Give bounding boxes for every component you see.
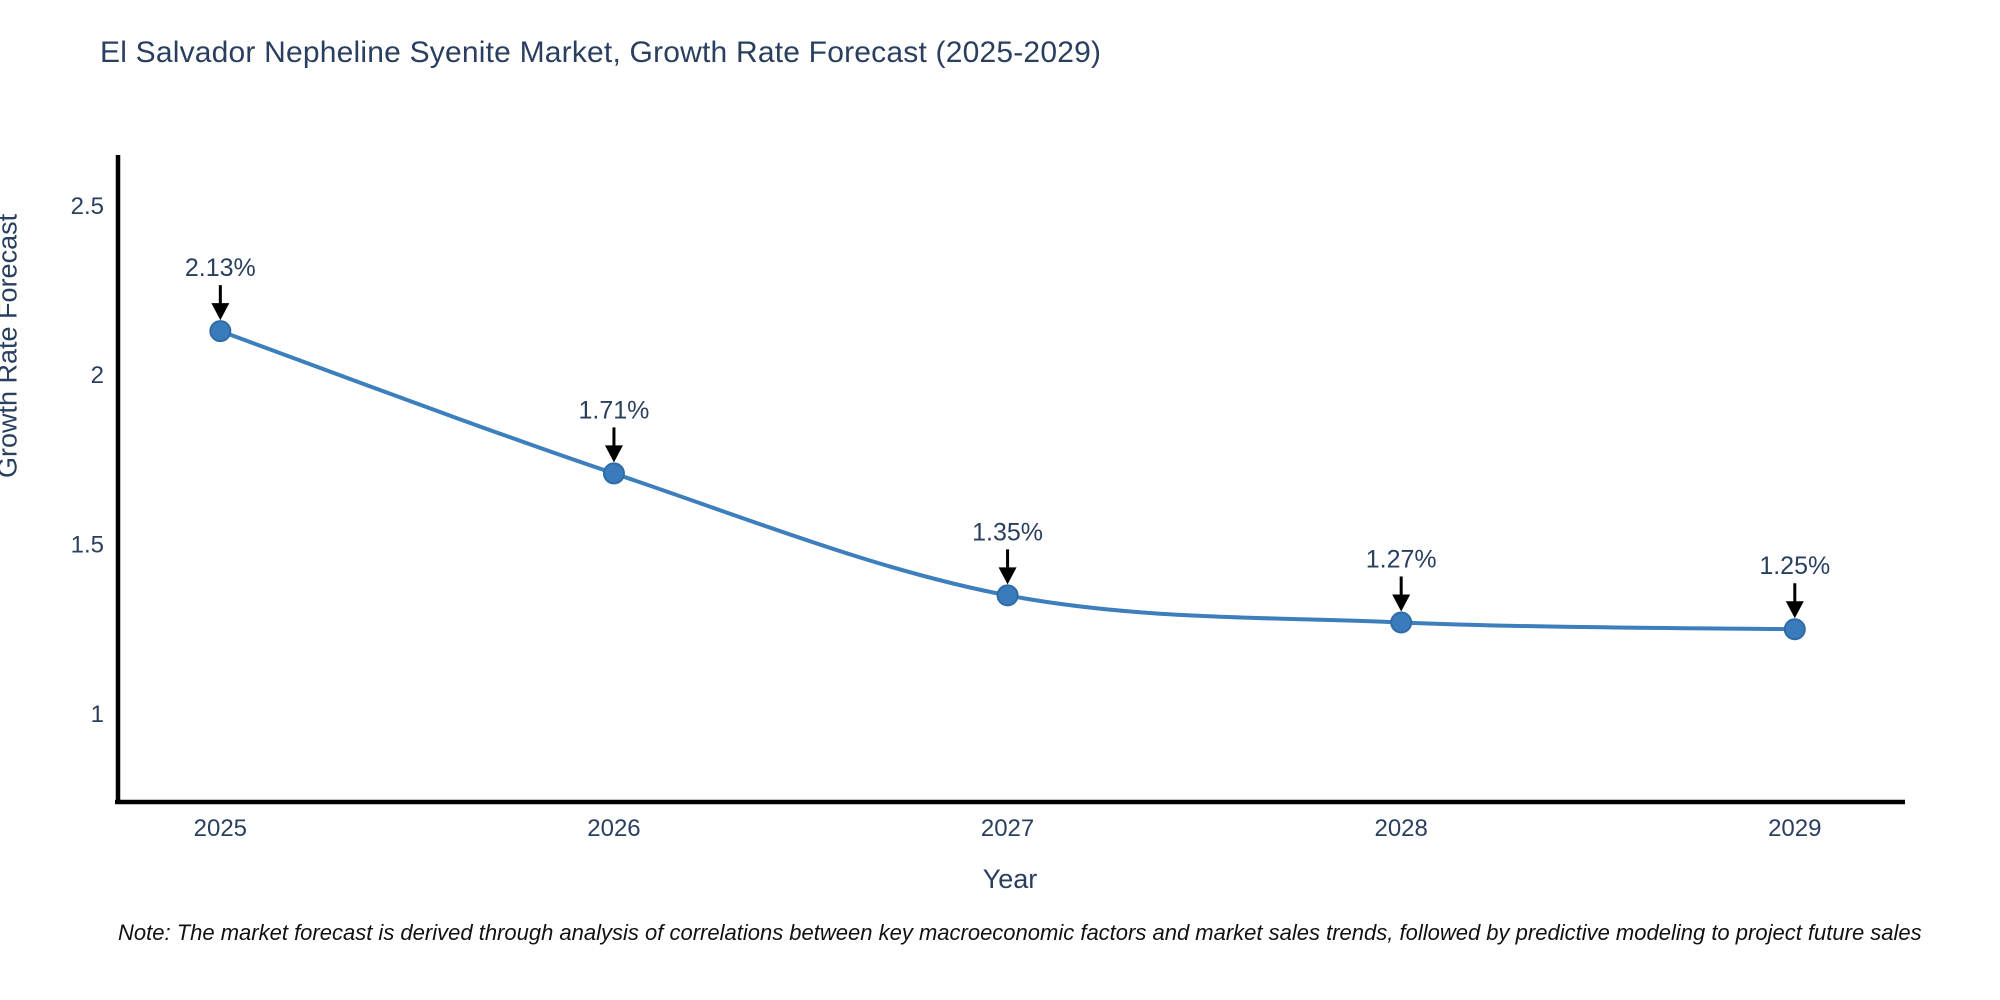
data-point-label: 1.25% [1759,552,1830,580]
data-point-label: 2.13% [185,254,256,282]
x-tick-label: 2029 [1768,815,1821,842]
annotation-arrowhead-icon [1392,594,1411,612]
data-point-label: 1.35% [972,518,1043,546]
chart-title: El Salvador Nepheline Syenite Market, Gr… [100,36,1102,69]
y-tick-label: 1 [91,701,104,728]
x-tick-label: 2025 [194,815,247,842]
y-tick-label: 1.5 [71,532,104,559]
data-point-label: 1.71% [579,396,650,424]
x-tick-label: 2028 [1374,815,1427,842]
data-point-marker [996,584,1019,607]
chart-footnote: Note: The market forecast is derived thr… [118,920,1922,945]
annotation-arrowhead-icon [604,445,623,463]
y-tick-label: 2 [91,362,104,389]
data-point-label: 1.27% [1366,545,1437,573]
y-tick-label: 2.5 [71,193,104,220]
data-point-marker [602,462,625,485]
annotation-arrowhead-icon [998,567,1017,585]
x-tick-label: 2026 [587,815,640,842]
x-tick-label: 2027 [981,815,1034,842]
x-axis-title: Year [982,864,1038,894]
data-point-marker [209,320,232,343]
data-point-marker [1390,611,1413,634]
annotation-arrowhead-icon [211,303,230,321]
data-point-marker [1783,618,1806,641]
annotation-arrowhead-icon [1785,601,1804,619]
